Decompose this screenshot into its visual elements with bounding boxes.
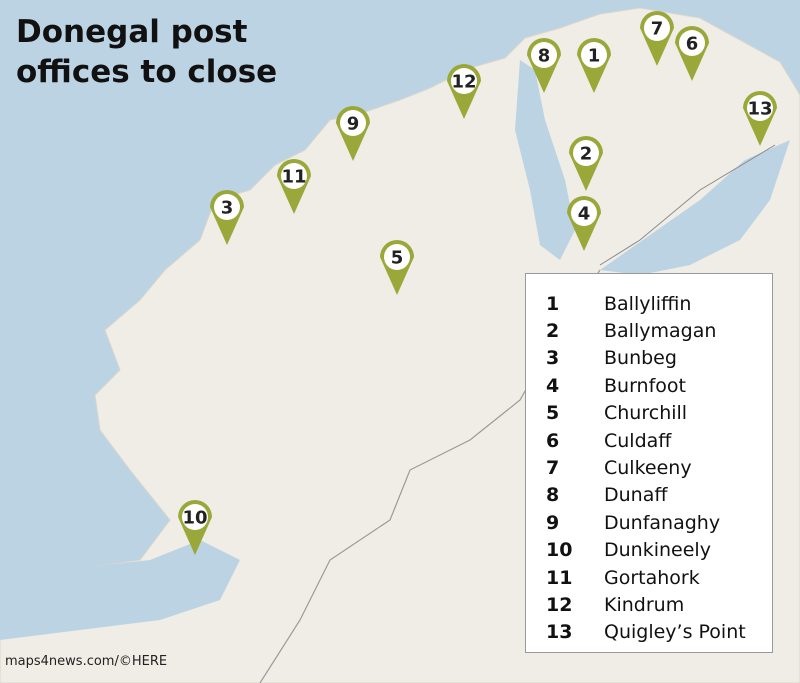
legend-name: Bunbeg xyxy=(604,347,677,370)
pin-label: 5 xyxy=(391,248,404,269)
pin: 13 xyxy=(743,91,777,146)
legend-number: 10 xyxy=(546,539,573,562)
legend-number: 1 xyxy=(546,292,560,315)
legend-number: 4 xyxy=(546,374,560,397)
legend-number: 9 xyxy=(546,511,560,534)
pin-label: 8 xyxy=(538,46,551,67)
pin: 10 xyxy=(178,500,212,555)
title: Donegal post offices to close xyxy=(16,14,278,90)
pin: 1 xyxy=(577,38,611,93)
pin-inner xyxy=(573,140,599,166)
legend-row: 8 Dunaff xyxy=(546,482,772,509)
legend-name: Churchill xyxy=(604,402,688,425)
legend-row: 4 Burnfoot xyxy=(546,372,772,399)
legend-name: Culkeeny xyxy=(604,457,692,480)
legend-row: 3 Bunbeg xyxy=(546,345,772,372)
legend-number: 3 xyxy=(546,347,560,370)
legend-name: Gortahork xyxy=(604,566,700,589)
pin-inner xyxy=(214,194,240,220)
pin-inner xyxy=(644,15,670,41)
legend-row: 7 Culkeeny xyxy=(546,454,772,481)
legend-number: 5 xyxy=(546,402,560,425)
lough-foyle xyxy=(600,140,790,275)
legend-row: 1 Ballyliffin xyxy=(546,290,772,317)
pin-inner xyxy=(531,42,557,68)
pin: 4 xyxy=(567,196,601,251)
pin: 3 xyxy=(210,190,244,245)
credit: maps4news.com/©HERE xyxy=(5,654,168,669)
legend: 1 Ballyliffin 2 Ballymagan 3 Bunbeg 4 Burnfoot 5… xyxy=(525,273,773,653)
pin-label: 2 xyxy=(580,144,593,165)
pin-inner xyxy=(451,68,477,94)
legend-name: Dunkineely xyxy=(604,539,711,562)
legend-row: 11 Gortahork xyxy=(546,564,772,591)
pin-inner xyxy=(384,244,410,270)
pin: 5 xyxy=(380,240,414,295)
pin-inner xyxy=(679,30,705,56)
legend-name: Kindrum xyxy=(604,593,685,616)
legend-row: 12 Kindrum xyxy=(546,591,772,618)
lough-swilly xyxy=(515,60,575,260)
pin-inner xyxy=(340,110,366,136)
legend-number: 11 xyxy=(546,566,573,589)
pin: 6 xyxy=(675,26,709,81)
pin-inner xyxy=(182,504,208,530)
legend-number: 2 xyxy=(546,320,560,343)
legend-number: 6 xyxy=(546,429,560,452)
pin-label: 6 xyxy=(686,34,699,55)
pin: 8 xyxy=(527,38,561,93)
legend-row: 10 Dunkineely xyxy=(546,537,772,564)
legend-row: 2 Ballymagan xyxy=(546,317,772,344)
legend-row: 9 Dunfanaghy xyxy=(546,509,772,536)
legend-number: 13 xyxy=(546,621,573,644)
pin-inner xyxy=(581,42,607,68)
pin-label: 1 xyxy=(588,46,601,67)
pin-label: 3 xyxy=(221,198,234,219)
pin: 7 xyxy=(640,11,674,66)
pin-label: 9 xyxy=(347,114,360,135)
pin-label: 4 xyxy=(578,204,591,225)
pin: 2 xyxy=(569,136,603,191)
legend-row: 13 Quigley’s Point xyxy=(546,619,772,646)
legend-name: Ballymagan xyxy=(604,320,717,343)
legend-number: 7 xyxy=(546,457,560,480)
legend-row: 6 Culdaff xyxy=(546,427,772,454)
pin-inner xyxy=(571,200,597,226)
pin-inner xyxy=(281,163,307,189)
legend-name: Burnfoot xyxy=(604,374,686,397)
pin-label: 10 xyxy=(182,508,207,529)
legend-name: Ballyliffin xyxy=(604,292,692,315)
legend-number: 8 xyxy=(546,484,560,507)
legend-row: 5 Churchill xyxy=(546,400,772,427)
pin-inner xyxy=(747,95,773,121)
pin: 9 xyxy=(336,106,370,161)
legend-name: Culdaff xyxy=(604,429,672,452)
donegal-bay xyxy=(0,540,240,640)
pin: 11 xyxy=(277,159,311,214)
pin: 12 xyxy=(447,64,481,119)
pin-label: 12 xyxy=(451,72,476,93)
legend-name: Quigley’s Point xyxy=(604,621,746,644)
road xyxy=(599,144,776,266)
legend-name: Dunaff xyxy=(604,484,668,507)
legend-name: Dunfanaghy xyxy=(604,511,721,534)
pin-label: 13 xyxy=(747,99,772,120)
pin-label: 11 xyxy=(281,167,306,188)
legend-number: 12 xyxy=(546,593,573,616)
pin-label: 7 xyxy=(651,19,664,40)
